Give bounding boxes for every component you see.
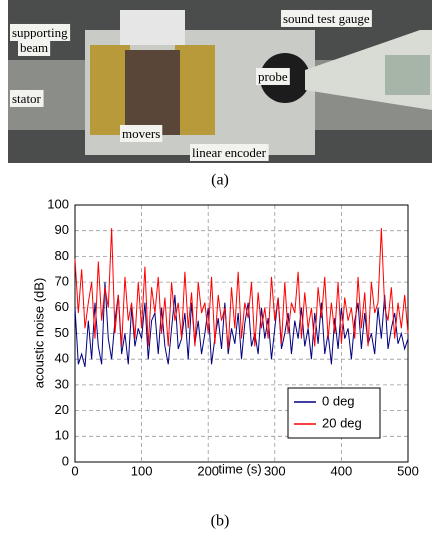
y-tick-label: 10 bbox=[55, 428, 69, 443]
photo-label: supporting bbox=[12, 25, 68, 40]
y-tick-label: 60 bbox=[55, 299, 69, 314]
y-axis-label: acoustic noise (dB) bbox=[31, 278, 46, 389]
photo-label: stator bbox=[12, 91, 42, 106]
photo-label: linear encoder bbox=[192, 145, 267, 160]
caption: (b) bbox=[211, 513, 230, 530]
label-box bbox=[281, 9, 372, 27]
photo-label: sound test gauge bbox=[283, 11, 370, 26]
terminal-block bbox=[120, 10, 185, 45]
mover bbox=[125, 50, 180, 135]
label-box bbox=[190, 143, 269, 161]
photo-label: movers bbox=[122, 126, 160, 141]
label-box bbox=[18, 38, 51, 56]
y-tick-label: 70 bbox=[55, 274, 69, 289]
x-tick-label: 500 bbox=[397, 463, 419, 478]
x-tick-label: 100 bbox=[131, 463, 153, 478]
x-tick-label: 0 bbox=[71, 463, 78, 478]
legend-label: 20 deg bbox=[322, 415, 362, 430]
y-tick-label: 90 bbox=[55, 222, 69, 237]
photo-label: probe bbox=[258, 69, 288, 84]
y-tick-label: 20 bbox=[55, 402, 69, 417]
caption: (a) bbox=[211, 172, 229, 189]
legend-label: 0 deg bbox=[322, 393, 355, 408]
y-tick-label: 80 bbox=[55, 248, 69, 263]
x-axis-label: time (s) bbox=[218, 461, 261, 476]
y-tick-label: 0 bbox=[62, 453, 69, 468]
y-tick-label: 50 bbox=[55, 325, 69, 340]
y-tick-label: 100 bbox=[47, 196, 69, 211]
legend-box bbox=[287, 387, 381, 439]
x-tick-label: 200 bbox=[197, 463, 219, 478]
y-tick-label: 40 bbox=[55, 351, 69, 366]
series-line bbox=[74, 282, 409, 368]
photo bbox=[8, 0, 432, 163]
label-box bbox=[10, 23, 71, 41]
series-line bbox=[74, 228, 409, 349]
label-box bbox=[256, 67, 290, 85]
coil bbox=[175, 45, 215, 135]
photo-label: beam bbox=[20, 40, 48, 55]
coil bbox=[90, 45, 130, 135]
label-box bbox=[120, 124, 163, 142]
x-tick-label: 300 bbox=[264, 463, 286, 478]
y-tick-label: 30 bbox=[55, 376, 69, 391]
gauge-display bbox=[385, 55, 430, 95]
x-tick-label: 400 bbox=[331, 463, 353, 478]
label-box bbox=[10, 89, 44, 107]
